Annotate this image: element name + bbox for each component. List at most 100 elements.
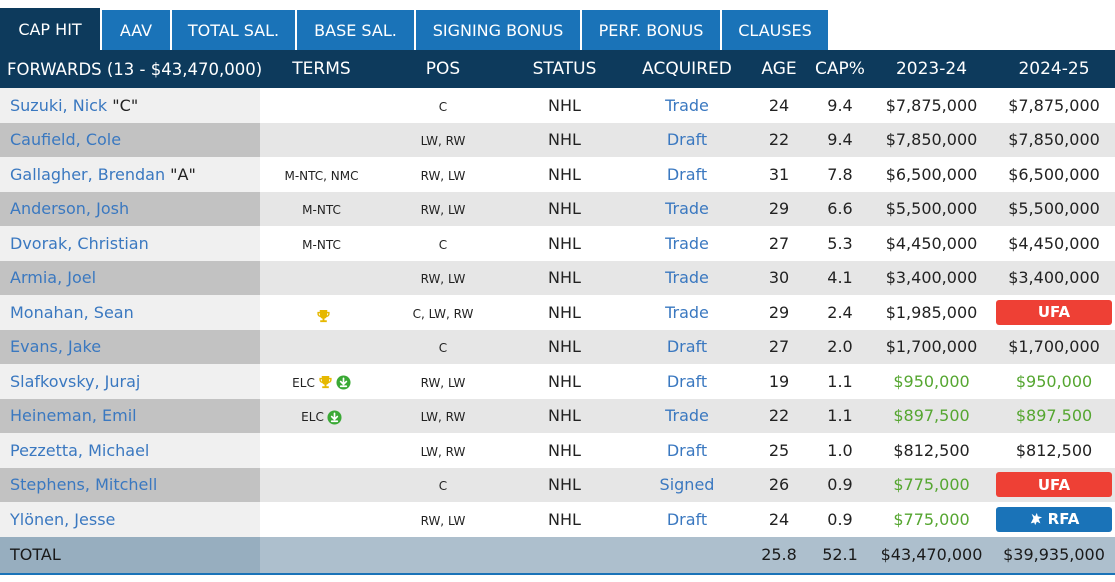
cap-pct-cell: 2.4 bbox=[810, 295, 870, 330]
player-name-link[interactable]: Dvorak, Christian bbox=[10, 233, 149, 253]
status-cell: NHL bbox=[503, 122, 626, 157]
player-letter: "C" bbox=[107, 95, 139, 115]
salary-2024-25-cell: $7,875,000 bbox=[993, 88, 1115, 123]
col-cap-pct-header[interactable]: CAP% bbox=[815, 59, 865, 79]
table-row: Evans, Jake C NHL Draft 27 2.0 $1,700,000 $1,70… bbox=[0, 329, 1115, 364]
salary-2024-25: $3,400,000 bbox=[1008, 268, 1100, 288]
tab-aav[interactable]: AAV bbox=[102, 10, 170, 50]
ufa-badge[interactable]: UFA bbox=[996, 472, 1112, 498]
salary-2023-24: $1,700,000 bbox=[885, 337, 978, 357]
player-name-link[interactable]: Suzuki, Nick bbox=[10, 95, 108, 115]
tab-clauses[interactable]: CLAUSES bbox=[722, 10, 828, 50]
acquired-link[interactable]: Draft bbox=[666, 130, 708, 150]
acquired-link[interactable]: Signed bbox=[659, 475, 715, 495]
player-name-link[interactable]: Monahan, Sean bbox=[10, 302, 134, 322]
status-cell: NHL bbox=[503, 88, 626, 123]
player-name-link[interactable]: Ylönen, Jesse bbox=[10, 509, 116, 529]
acquired-link[interactable]: Draft bbox=[666, 440, 708, 460]
table-row: Gallagher, Brendan "A" M-NTC, NMC RW, LW NH… bbox=[0, 157, 1115, 192]
acquired-link[interactable]: Trade bbox=[665, 268, 709, 288]
tab-cap-hit[interactable]: CAP HIT bbox=[0, 8, 100, 50]
salary-2024-25: $897,500 bbox=[1015, 406, 1093, 426]
table-row: Stephens, Mitchell C NHL Signed 26 0.9 $775,00… bbox=[0, 467, 1115, 502]
age-cell: 29 bbox=[748, 295, 810, 330]
terms-cell bbox=[260, 295, 383, 330]
pos-cell: C bbox=[383, 329, 503, 364]
col-2024-25-header[interactable]: 2024-25 bbox=[1018, 59, 1090, 79]
player-name-link[interactable]: Armia, Joel bbox=[10, 268, 97, 288]
col-terms-header[interactable]: TERMS bbox=[292, 59, 351, 79]
status-cell: NHL bbox=[503, 364, 626, 399]
salary-2024-25-cell: $950,000 bbox=[993, 364, 1115, 399]
col-acquired-header[interactable]: ACQUIRED bbox=[642, 59, 732, 79]
player-name-link[interactable]: Heineman, Emil bbox=[10, 406, 137, 426]
acquired-link[interactable]: Trade bbox=[665, 406, 709, 426]
pos-cell: C bbox=[383, 467, 503, 502]
player-cell: Pezzetta, Michael bbox=[0, 433, 260, 468]
salary-2024-25: $1,700,000 bbox=[1008, 337, 1100, 357]
tab-base-salary[interactable]: BASE SAL. bbox=[297, 10, 414, 50]
tab-perf-bonus[interactable]: PERF. BONUS bbox=[582, 10, 720, 50]
salary-2023-24: $812,500 bbox=[893, 440, 970, 460]
terms-cell bbox=[260, 122, 383, 157]
table-row: Pezzetta, Michael LW, RW NHL Draft 25 1.0 $812… bbox=[0, 433, 1115, 468]
player-letter: "A" bbox=[165, 164, 196, 184]
salary-2023-24-cell: $950,000 bbox=[870, 364, 993, 399]
table-row: Monahan, Sean C, LW, RW NHL Trade 29 2.4 $1,98… bbox=[0, 295, 1115, 330]
pos-cell: RW, LW bbox=[383, 364, 503, 399]
salary-2023-24: $5,500,000 bbox=[885, 199, 978, 219]
acquired-link[interactable]: Trade bbox=[665, 302, 709, 322]
salary-2024-25: $950,000 bbox=[1015, 371, 1093, 391]
ufa-badge[interactable]: UFA bbox=[996, 299, 1112, 325]
terms-cell bbox=[260, 260, 383, 295]
col-age-header[interactable]: AGE bbox=[761, 59, 797, 79]
acquired-link[interactable]: Trade bbox=[665, 199, 709, 219]
player-name-link[interactable]: Evans, Jake bbox=[10, 337, 102, 357]
player-cell: Slafkovsky, Juraj bbox=[0, 364, 260, 399]
salary-2023-24-cell: $5,500,000 bbox=[870, 191, 993, 226]
acquired-link[interactable]: Trade bbox=[665, 233, 709, 253]
salary-2023-24: $7,875,000 bbox=[885, 95, 978, 115]
total-2023-24: $43,470,000 bbox=[870, 536, 993, 574]
rfa-flag-icon bbox=[1029, 512, 1043, 526]
forwards-group-header[interactable]: FORWARDS (13 - $43,470,000) bbox=[7, 59, 263, 79]
status-cell: NHL bbox=[503, 191, 626, 226]
age-cell: 27 bbox=[748, 226, 810, 261]
player-name-link[interactable]: Pezzetta, Michael bbox=[10, 440, 150, 460]
acquired-link[interactable]: Draft bbox=[666, 371, 708, 391]
player-name-link[interactable]: Caufield, Cole bbox=[10, 130, 122, 150]
tab-total-salary[interactable]: TOTAL SAL. bbox=[172, 10, 295, 50]
acquired-link[interactable]: Trade bbox=[665, 95, 709, 115]
pos-cell: C bbox=[383, 88, 503, 123]
player-name-link[interactable]: Gallagher, Brendan bbox=[10, 164, 166, 184]
acquired-cell: Trade bbox=[626, 226, 748, 261]
terms-cell: M-NTC bbox=[260, 226, 383, 261]
salary-2023-24-cell: $7,850,000 bbox=[870, 122, 993, 157]
player-name-link[interactable]: Stephens, Mitchell bbox=[10, 475, 158, 495]
salary-2023-24: $950,000 bbox=[893, 371, 970, 391]
status-cell: NHL bbox=[503, 467, 626, 502]
col-pos-header[interactable]: POS bbox=[425, 59, 461, 79]
status-cell: NHL bbox=[503, 295, 626, 330]
acquired-link[interactable]: Draft bbox=[666, 509, 708, 529]
forwards-table: FORWARDS (13 - $43,470,000) TERMS POS ST… bbox=[0, 50, 1115, 575]
acquired-link[interactable]: Draft bbox=[666, 164, 708, 184]
table-row: Armia, Joel RW, LW NHL Trade 30 4.1 $3,400,000… bbox=[0, 260, 1115, 295]
player-name-link[interactable]: Anderson, Josh bbox=[10, 199, 130, 219]
salary-2024-25-cell: $3,400,000 bbox=[993, 260, 1115, 295]
salary-2023-24: $775,000 bbox=[893, 475, 970, 495]
tab-signing-bonus[interactable]: SIGNING BONUS bbox=[416, 10, 580, 50]
col-status-header[interactable]: STATUS bbox=[532, 59, 597, 79]
status-cell: NHL bbox=[503, 502, 626, 537]
salary-2023-24-cell: $1,700,000 bbox=[870, 329, 993, 364]
acquired-link[interactable]: Draft bbox=[666, 337, 708, 357]
salary-2023-24: $3,400,000 bbox=[885, 268, 978, 288]
acquired-cell: Trade bbox=[626, 398, 748, 433]
player-cell: Stephens, Mitchell bbox=[0, 467, 260, 502]
player-cell: Gallagher, Brendan "A" bbox=[0, 157, 260, 192]
download-icon bbox=[336, 375, 351, 390]
col-2023-24-header[interactable]: 2023-24 bbox=[895, 59, 968, 79]
player-name-link[interactable]: Slafkovsky, Juraj bbox=[10, 371, 141, 391]
player-cell: Armia, Joel bbox=[0, 260, 260, 295]
rfa-badge[interactable]: RFA bbox=[996, 506, 1112, 532]
